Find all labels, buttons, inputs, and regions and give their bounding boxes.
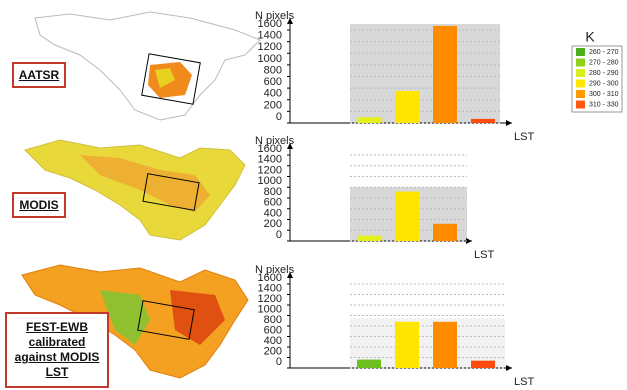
y-tick-label: 400	[264, 335, 282, 347]
legend-swatch	[576, 59, 585, 67]
x-axis-label: LST	[514, 131, 534, 143]
y-tick-label: 400	[264, 88, 282, 100]
page: K N pixelsLST020040060080010001200140016…	[0, 0, 627, 390]
bar	[357, 117, 381, 123]
y-tick-label: 200	[264, 345, 282, 357]
y-tick-label: 800	[264, 64, 282, 76]
x-arrow	[506, 120, 512, 126]
bar	[471, 119, 495, 123]
y-tick-label: 400	[264, 207, 282, 219]
y-tick-label: 1200	[258, 164, 282, 176]
y-tick-label: 1000	[258, 175, 282, 187]
bar	[395, 192, 419, 241]
y-tick-label: 0	[276, 111, 282, 123]
bar	[433, 224, 457, 241]
y-tick-label: 1400	[258, 30, 282, 42]
y-tick-label: 1000	[258, 53, 282, 65]
map-modis	[25, 140, 245, 240]
y-tick-label: 1600	[258, 143, 282, 155]
y-tick-label: 200	[264, 99, 282, 111]
y-tick-label: 1600	[258, 18, 282, 30]
label-fest: FEST-EWB calibrated against MODIS LST	[5, 312, 109, 388]
legend-label: 290 - 300	[589, 80, 619, 87]
y-tick-label: 1400	[258, 154, 282, 166]
y-tick-label: 1600	[258, 272, 282, 284]
label-modis: MODIS	[12, 192, 66, 218]
y-tick-label: 0	[276, 356, 282, 368]
y-tick-label: 0	[276, 229, 282, 241]
legend-label: 300 - 310	[589, 91, 619, 98]
x-axis-label: LST	[514, 376, 534, 388]
legend-swatch	[576, 69, 585, 77]
bar	[357, 360, 381, 368]
y-tick-label: 1200	[258, 293, 282, 305]
legend-swatch	[576, 80, 585, 88]
bar	[433, 26, 457, 123]
y-tick-label: 800	[264, 186, 282, 198]
y-tick-label: 1400	[258, 282, 282, 294]
y-tick-label: 600	[264, 197, 282, 209]
bar	[471, 361, 495, 368]
bar	[395, 322, 419, 368]
legend-swatch	[576, 90, 585, 98]
map-aatsr	[35, 12, 260, 120]
legend-title: K	[585, 29, 595, 45]
y-tick-label: 200	[264, 218, 282, 230]
y-tick-label: 1200	[258, 41, 282, 53]
legend-label: 270 - 280	[589, 59, 619, 66]
legend-swatch	[576, 101, 585, 109]
x-arrow	[506, 365, 512, 371]
y-tick-label: 1000	[258, 303, 282, 315]
y-tick-label: 600	[264, 76, 282, 88]
bar	[395, 91, 419, 123]
legend-label: 310 - 330	[589, 101, 619, 108]
x-axis-label: LST	[474, 249, 494, 261]
bar	[357, 236, 381, 241]
y-tick-label: 600	[264, 324, 282, 336]
bar	[433, 322, 457, 368]
y-tick-label: 800	[264, 314, 282, 326]
label-aatsr: AATSR	[12, 62, 66, 88]
legend-label: 260 - 270	[589, 49, 619, 56]
legend-label: 280 - 290	[589, 70, 619, 77]
panel	[350, 24, 500, 123]
legend-swatch	[576, 48, 585, 56]
